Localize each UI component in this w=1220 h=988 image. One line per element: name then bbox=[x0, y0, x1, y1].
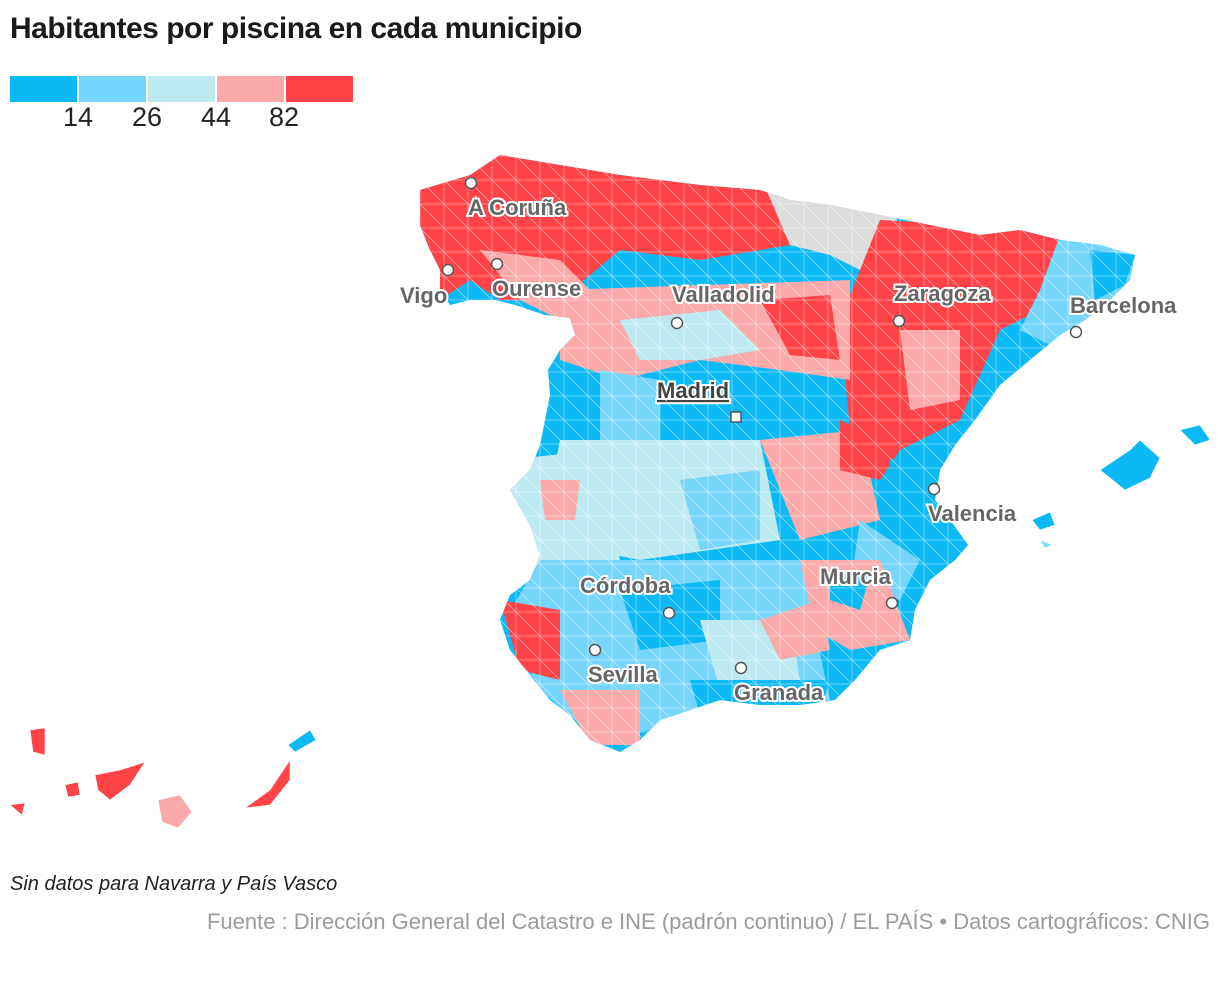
footnote: Sin datos para Navarra y País Vasco bbox=[10, 873, 338, 895]
legend-threshold: 44 bbox=[200, 102, 232, 132]
municipality-borders bbox=[420, 155, 1135, 752]
island bbox=[287, 729, 317, 753]
city-marker-madrid bbox=[730, 411, 742, 423]
city-marker-zaragoza bbox=[892, 314, 906, 328]
city-label-vigo: Vigo bbox=[400, 283, 447, 308]
island-regions bbox=[9, 424, 1211, 829]
city-label-murcia: Murcia bbox=[820, 564, 892, 589]
legend-swatch-1 bbox=[10, 76, 77, 102]
island bbox=[157, 794, 193, 829]
city-marker-vigo bbox=[441, 263, 455, 277]
city-marker-cordoba bbox=[662, 606, 676, 620]
source-credit: Fuente : Dirección General del Catastro … bbox=[206, 909, 1210, 934]
city-marker-granada bbox=[734, 661, 748, 675]
city-marker-murcia bbox=[885, 596, 899, 610]
legend-swatch-4 bbox=[217, 76, 284, 102]
city-label-valladolid: Valladolid bbox=[672, 282, 775, 307]
legend-threshold: 26 bbox=[131, 102, 163, 132]
city-label-granada: Granada bbox=[734, 680, 824, 705]
city-label-zaragoza: Zaragoza bbox=[894, 281, 991, 306]
island bbox=[1039, 539, 1053, 549]
island bbox=[1099, 439, 1161, 491]
city-label-madrid: Madrid bbox=[657, 378, 729, 403]
city-label-sevilla: Sevilla bbox=[588, 662, 658, 687]
city-marker-sevilla bbox=[588, 643, 602, 657]
island bbox=[64, 781, 81, 798]
island bbox=[9, 802, 26, 816]
city-marker-ourense bbox=[490, 257, 504, 271]
spain-choropleth-map: A Coruña Vigo Ourense Valladolid Zaragoza Bar… bbox=[9, 155, 1211, 829]
city-label-ourense: Ourense bbox=[492, 276, 581, 301]
city-label-barcelona: Barcelona bbox=[1070, 293, 1177, 318]
city-label-a-coruna: A Coruña bbox=[468, 195, 567, 220]
city-marker-barcelona bbox=[1069, 325, 1083, 339]
city-label-valencia: Valencia bbox=[928, 501, 1017, 526]
legend-threshold: 82 bbox=[268, 102, 300, 132]
city-marker-valencia bbox=[927, 482, 941, 496]
legend-labels: 14 26 44 82 bbox=[10, 102, 360, 132]
island bbox=[1031, 511, 1056, 531]
island bbox=[244, 759, 291, 809]
legend-swatch-2 bbox=[79, 76, 146, 102]
city-label-cordoba: Córdoba bbox=[580, 573, 671, 598]
island bbox=[1179, 424, 1211, 446]
legend-swatch-5 bbox=[286, 76, 353, 102]
color-legend bbox=[10, 76, 355, 102]
city-markers: A Coruña Vigo Ourense Valladolid Zaragoza Bar… bbox=[398, 176, 1179, 707]
island bbox=[94, 761, 146, 801]
chart-title: Habitantes por piscina en cada municipio bbox=[10, 12, 582, 45]
legend-swatch-3 bbox=[148, 76, 215, 102]
city-marker-a-coruna bbox=[464, 176, 478, 190]
legend-threshold: 14 bbox=[62, 102, 94, 132]
island bbox=[29, 727, 46, 756]
peninsula-regions bbox=[420, 155, 1135, 752]
city-marker-valladolid bbox=[670, 316, 684, 330]
